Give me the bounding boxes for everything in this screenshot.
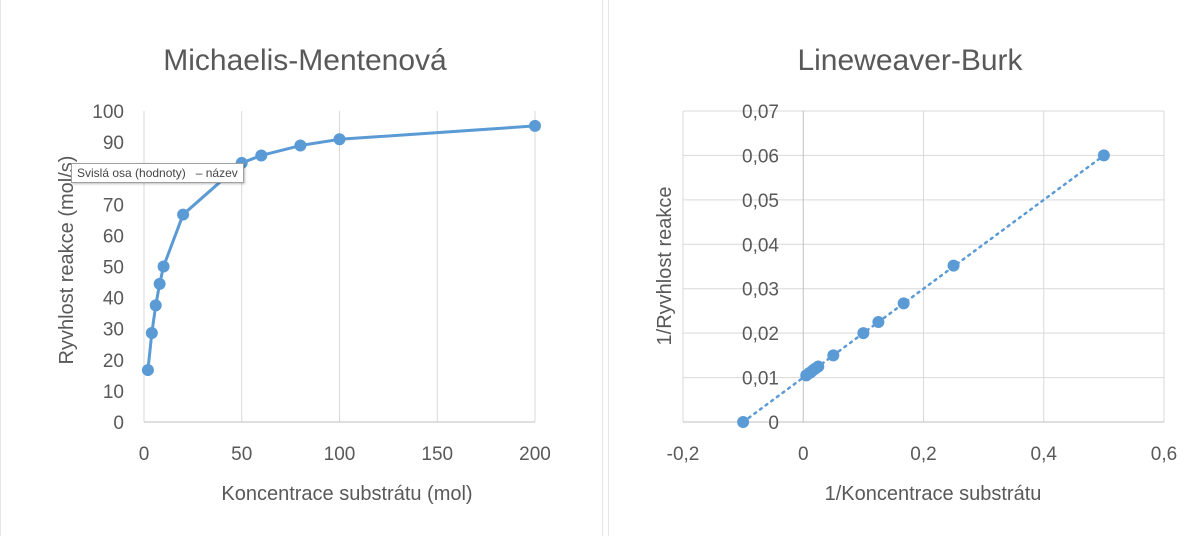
data-point [255, 149, 268, 162]
data-point [149, 299, 162, 312]
x-tick-label: 50 [231, 444, 252, 465]
y-tick-label: 70 [103, 195, 124, 216]
data-point [177, 208, 190, 221]
data-point [947, 259, 960, 272]
data-point [737, 416, 750, 428]
y-tick-label: 100 [92, 102, 124, 123]
x-tick-label: 0 [139, 444, 150, 465]
data-point [333, 133, 346, 146]
y-tick-label: 50 [103, 258, 124, 279]
y-tick-label: 20 [103, 351, 124, 372]
x-tick-label: 0 [798, 444, 809, 465]
trendline [741, 154, 1106, 424]
data-point [827, 349, 840, 362]
y-tick-label: 40 [103, 289, 124, 310]
y-tick-label: 0 [768, 413, 779, 434]
data-point [1097, 149, 1110, 162]
x-tick-label: -0,2 [667, 444, 700, 465]
x-tick-label: 150 [421, 444, 453, 465]
data-point [529, 119, 541, 132]
y-axis-title: 1/Ryvhlost reakce [654, 187, 676, 346]
data-point [857, 327, 870, 340]
x-axis-title: Koncentrace substrátu (mol) [221, 483, 472, 505]
y-tick-label: 0 [113, 413, 124, 434]
y-tick-label: 0,04 [742, 235, 779, 256]
y-tick-label: 0,06 [742, 146, 779, 167]
x-tick-label: 200 [519, 444, 551, 465]
x-tick-label: 0,6 [1151, 444, 1177, 465]
data-point [897, 297, 910, 310]
axis-title-tooltip: Svislá osa (hodnoty) – název [71, 163, 244, 183]
x-tick-label: 100 [324, 444, 356, 465]
y-tick-label: 0,02 [742, 324, 779, 345]
chart-title: Michaelis-Mentenová [163, 44, 447, 77]
data-point [153, 277, 166, 290]
michaelis-chart: Michaelis-Mentenová010203040506070809010… [56, 44, 551, 505]
y-tick-label: 0,01 [742, 369, 779, 390]
y-tick-label: 0,07 [742, 102, 779, 123]
y-axis-title: Ryvhlost reakce (mol/s) [56, 156, 78, 365]
y-tick-label: 0,05 [742, 191, 779, 212]
chart-panel-lineweaver: Lineweaver-Burk 0 0,01 0,02 0,03 0,04 0,05 0,06… [608, 0, 1197, 536]
data-point [141, 364, 154, 377]
data-point [812, 360, 825, 373]
data-point [157, 260, 170, 273]
lineweaver-chart: Lineweaver-Burk 0 0,01 0,02 0,03 0,04 0,05 0,06… [654, 44, 1177, 505]
y-tick-label: 60 [103, 226, 124, 247]
data-point [294, 139, 307, 152]
y-tick-label: 0,03 [742, 280, 779, 301]
x-axis-title: 1/Koncentrace substrátu [825, 483, 1042, 505]
data-point [872, 316, 885, 329]
data-point [145, 327, 158, 340]
y-tick-label: 10 [103, 382, 124, 403]
y-tick-label: 90 [103, 133, 124, 154]
chart-panel-michaelis: Michaelis-Mentenová010203040506070809010… [0, 0, 603, 536]
chart-title: Lineweaver-Burk [797, 44, 1023, 77]
y-tick-label: 30 [103, 320, 124, 341]
x-tick-label: 0,4 [1031, 444, 1058, 465]
x-tick-label: 0,2 [910, 444, 936, 465]
